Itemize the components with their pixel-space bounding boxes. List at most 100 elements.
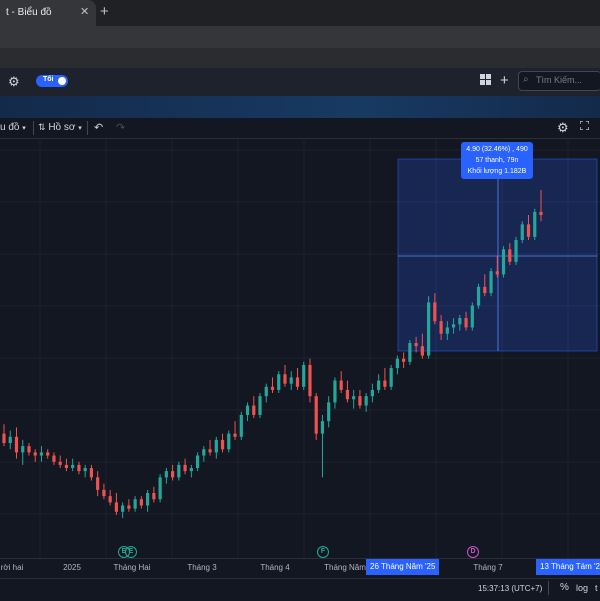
search-input[interactable]: [518, 71, 600, 91]
candle-body: [2, 433, 6, 444]
candle-body: [83, 468, 87, 472]
percent-scale-button[interactable]: %: [560, 582, 569, 593]
candle-body: [220, 439, 225, 450]
add-icon[interactable]: +: [500, 72, 509, 89]
profile-button[interactable]: ⇅ Hồ sơ ▾: [38, 122, 82, 133]
candle-body: [320, 421, 325, 434]
candle-body: [177, 464, 181, 478]
candle-body: [96, 477, 100, 490]
log-scale-button[interactable]: log: [576, 583, 589, 593]
time-axis-label: Tháng 3: [187, 563, 217, 572]
candle-body: [208, 449, 212, 453]
candle-body: [139, 499, 143, 506]
candle-body: [239, 414, 243, 437]
candle-body: [427, 302, 431, 356]
candle-body: [358, 396, 362, 406]
address-bar[interactable]: [0, 26, 600, 48]
measure-selection[interactable]: [397, 158, 598, 352]
candle-body: [202, 449, 206, 456]
close-tab-icon[interactable]: ✕: [80, 6, 90, 18]
candle-body: [539, 211, 543, 215]
candle-body: [146, 493, 150, 506]
candle-body: [383, 380, 387, 387]
chart-grid: [0, 140, 600, 558]
dividend-marker[interactable]: D: [467, 546, 479, 558]
candle-body: [189, 468, 193, 472]
candle-body: [389, 368, 393, 387]
candle-body: [58, 461, 62, 465]
candle-body: [395, 358, 399, 369]
info-banner: [0, 96, 600, 118]
settings-icon[interactable]: ⚙: [557, 120, 569, 135]
time-axis[interactable]: [0, 558, 600, 577]
candle-body: [108, 496, 112, 503]
candle-body: [233, 433, 237, 437]
chevron-down-icon: ▾: [78, 125, 82, 132]
gear-icon[interactable]: ⚙: [8, 74, 20, 89]
candle-body: [277, 374, 281, 390]
profile-icon: ⇅: [38, 122, 46, 132]
search-placeholder: Tìm Kiếm...: [536, 75, 583, 85]
time-axis-label: Tháng Hai: [113, 563, 151, 572]
browser-tab-strip: [0, 0, 600, 26]
bookmarks-bar: [0, 48, 600, 68]
candle-body: [352, 396, 356, 400]
candle-body: [152, 493, 156, 500]
redo-icon[interactable]: ↷: [116, 122, 126, 134]
candle-body: [264, 386, 268, 397]
candle-body: [121, 505, 125, 512]
candle-body: [327, 402, 331, 422]
toolbar-divider: [33, 121, 34, 135]
new-tab-button[interactable]: +: [100, 3, 109, 20]
candle-body: [483, 286, 487, 294]
measure-bars: 57 thanh, 79n: [475, 157, 519, 164]
candle-body: [433, 302, 437, 322]
candle-body: [195, 455, 200, 469]
chart-type-label: u đồ: [0, 122, 20, 133]
time-axis-label: Tháng 7: [473, 563, 503, 572]
candle-body: [377, 380, 381, 390]
measure-tooltip: 4.90 (32.46%) , 490 57 thanh, 79n Khối l…: [461, 142, 533, 179]
candle-body: [402, 358, 406, 362]
candle-body: [495, 271, 499, 275]
app-header: [0, 68, 600, 96]
earnings-marker[interactable]: E: [125, 546, 137, 558]
toolbar-divider: [87, 121, 88, 135]
candle-body: [308, 364, 312, 397]
candle-body: [439, 321, 443, 334]
candle-body: [114, 502, 118, 512]
candle-body: [526, 224, 531, 237]
time-axis-label: Tháng 4: [260, 563, 290, 572]
candle-body: [501, 249, 506, 275]
layout-grid-icon[interactable]: [480, 74, 491, 85]
candle-body: [270, 386, 275, 390]
fullscreen-icon[interactable]: [580, 121, 589, 130]
candle-body: [21, 446, 25, 453]
auto-scale-button[interactable]: t: [595, 583, 598, 593]
candle-body: [33, 452, 37, 456]
range-end-label: 13 Tháng Tám '25: [536, 559, 600, 575]
time-axis-label: 2025: [63, 563, 81, 572]
candle-body: [508, 249, 512, 262]
status-bar: [0, 578, 600, 601]
clock-readout: 15:37:13 (UTC+7): [478, 584, 543, 593]
price-chart[interactable]: [0, 140, 600, 558]
undo-icon[interactable]: ↶: [94, 122, 104, 134]
candle-body: [364, 396, 368, 406]
candle-body: [302, 364, 306, 387]
candle-series: [2, 190, 543, 518]
candle-body: [533, 211, 537, 237]
chart-type-button[interactable]: u đồ ▾: [0, 122, 26, 133]
browser-tab-title: t - Biểu đồ: [6, 7, 52, 18]
candle-body: [14, 436, 19, 453]
financials-marker[interactable]: F: [317, 546, 329, 558]
candle-body: [64, 464, 69, 469]
candle-body: [470, 305, 474, 328]
candle-body: [127, 505, 131, 509]
candle-body: [514, 239, 518, 262]
measure-volume: Khối lượng 1.182B: [467, 168, 527, 175]
candle-body: [89, 468, 94, 478]
status-divider: [548, 581, 549, 595]
candle-body: [283, 374, 287, 384]
browser-tab[interactable]: [0, 0, 96, 26]
